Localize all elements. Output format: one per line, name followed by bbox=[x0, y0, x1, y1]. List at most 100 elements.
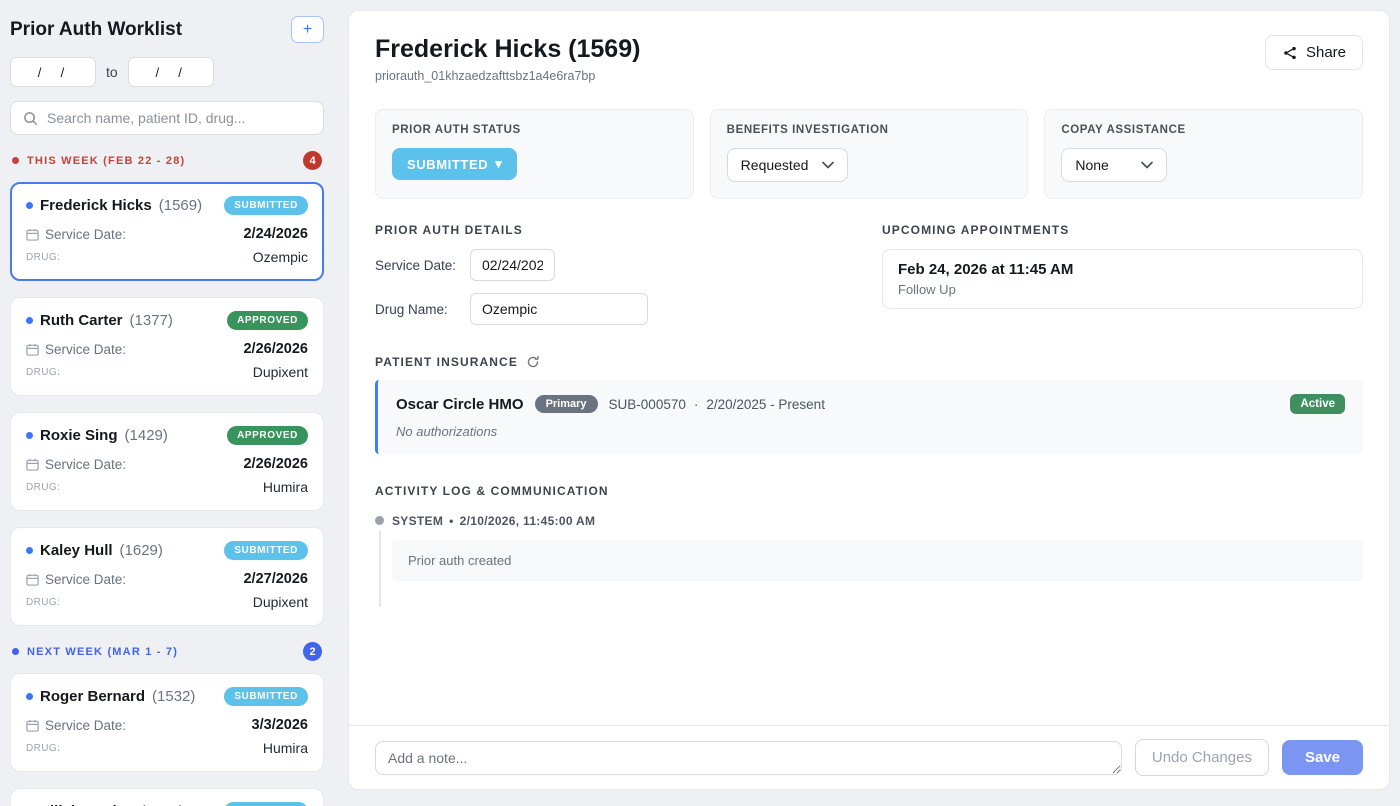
drug-label: DRUG: bbox=[26, 481, 61, 493]
detail-panel: Frederick Hicks (1569) priorauth_01khzae… bbox=[348, 10, 1390, 790]
worklist-title: Prior Auth Worklist bbox=[10, 18, 183, 40]
drug-label: DRUG: bbox=[26, 251, 61, 263]
patient-card-roger-bernard[interactable]: Roger Bernard (1532) SUBMITTED Service D… bbox=[10, 673, 324, 772]
section-count-badge: 4 bbox=[303, 151, 322, 170]
patient-name: Kaley Hull bbox=[40, 542, 113, 559]
calendar-icon bbox=[26, 458, 39, 471]
status-cards-row: PRIOR AUTH STATUS SUBMITTED ▾ BENEFITS I… bbox=[375, 109, 1364, 199]
status-badge: APPROVED bbox=[227, 311, 308, 330]
prior-auth-status-dropdown[interactable]: SUBMITTED ▾ bbox=[392, 148, 518, 180]
benefits-investigation-select[interactable]: Requested bbox=[726, 148, 849, 182]
service-date-value: 2/26/2026 bbox=[243, 456, 308, 472]
share-button-label: Share bbox=[1305, 44, 1346, 61]
appointment-type: Follow Up bbox=[898, 282, 956, 297]
drug-label: DRUG: bbox=[26, 366, 61, 378]
detail-panel-content: Frederick Hicks (1569) priorauth_01khzae… bbox=[349, 11, 1389, 725]
activity-message: Prior auth created bbox=[392, 540, 1363, 581]
patient-dot-icon bbox=[26, 317, 33, 324]
service-date-value: 2/26/2026 bbox=[243, 341, 308, 357]
date-range-to-label: to bbox=[106, 64, 118, 80]
status-badge: SUBMITTED bbox=[224, 802, 308, 806]
upcoming-appointments-heading: UPCOMING APPOINTMENTS bbox=[882, 223, 1070, 237]
status-badge: SUBMITTED bbox=[224, 196, 308, 215]
drug-value: Dupixent bbox=[252, 364, 308, 380]
calendar-icon bbox=[26, 719, 39, 732]
service-date-field-label: Service Date: bbox=[375, 257, 457, 273]
copay-assistance-label: COPAY ASSISTANCE bbox=[1061, 124, 1186, 136]
appointment-datetime: Feb 24, 2026 at 11:45 AM bbox=[898, 261, 1074, 278]
service-date-label: Service Date: bbox=[45, 341, 127, 357]
patient-name: Frederick Hicks bbox=[40, 197, 152, 214]
copay-assistance-value: None bbox=[1075, 157, 1109, 173]
service-date-label: Service Date: bbox=[45, 571, 127, 587]
appointment-card: Feb 24, 2026 at 11:45 AM Follow Up bbox=[882, 249, 1363, 309]
benefits-investigation-card: BENEFITS INVESTIGATION Requested bbox=[709, 109, 1029, 199]
detail-header: Frederick Hicks (1569) priorauth_01khzae… bbox=[375, 35, 1363, 83]
date-from-input[interactable] bbox=[10, 57, 96, 87]
service-date-label: Service Date: bbox=[45, 456, 127, 472]
activity-separator: • bbox=[449, 514, 454, 528]
copay-assistance-select[interactable]: None bbox=[1061, 148, 1168, 182]
page-title: Frederick Hicks (1569) bbox=[375, 35, 641, 63]
drug-name-field[interactable] bbox=[470, 293, 648, 325]
drug-value: Ozempic bbox=[252, 249, 308, 265]
service-date-label: Service Date: bbox=[45, 717, 127, 733]
activity-log-section: ACTIVITY LOG & COMMUNICATION SYSTEM • 2/… bbox=[375, 484, 1363, 607]
search-box[interactable] bbox=[10, 101, 324, 135]
drug-value: Humira bbox=[262, 740, 308, 756]
patient-name: Ruth Carter bbox=[40, 312, 123, 329]
patient-card-kaley-hull[interactable]: Kaley Hull (1629) SUBMITTED Service Date… bbox=[10, 527, 324, 626]
insurance-card: Oscar Circle HMO Primary SUB-000570 · 2/… bbox=[375, 380, 1363, 454]
copay-assistance-card: COPAY ASSISTANCE None bbox=[1044, 109, 1364, 199]
meta-separator: · bbox=[693, 396, 699, 412]
patient-insurance-section: PATIENT INSURANCE Oscar Circle HMO Prima… bbox=[375, 355, 1363, 454]
calendar-icon bbox=[26, 573, 39, 586]
status-badge: APPROVED bbox=[227, 426, 308, 445]
benefits-investigation-label: BENEFITS INVESTIGATION bbox=[726, 124, 889, 136]
calendar-icon bbox=[26, 228, 39, 241]
date-range-filter: to bbox=[10, 57, 324, 87]
benefits-investigation-value: Requested bbox=[740, 157, 809, 173]
caret-down-icon: ▾ bbox=[495, 156, 503, 171]
add-prior-auth-button[interactable]: + bbox=[291, 16, 324, 43]
section-next-week: NEXT WEEK (MAR 1 - 7) 2 bbox=[12, 642, 322, 661]
activity-timestamp: 2/10/2026, 11:45:00 AM bbox=[459, 514, 596, 528]
drug-label: DRUG: bbox=[26, 596, 61, 608]
note-input[interactable] bbox=[375, 740, 1122, 775]
patient-card-elijah-pooley[interactable]: Elijah Pooley (2100) SUBMITTED bbox=[10, 788, 324, 806]
patient-dot-icon bbox=[26, 693, 33, 700]
drug-label: DRUG: bbox=[26, 742, 61, 754]
drug-value: Humira bbox=[262, 479, 308, 495]
patient-id: (1377) bbox=[129, 312, 173, 329]
patient-id: (1569) bbox=[158, 197, 203, 214]
patient-id: (1629) bbox=[119, 542, 163, 559]
patient-card-ruth-carter[interactable]: Ruth Carter (1377) APPROVED Service Date… bbox=[10, 297, 324, 396]
search-input[interactable] bbox=[47, 110, 311, 126]
patient-id: (1532) bbox=[152, 688, 196, 705]
prior-auth-status-label: PRIOR AUTH STATUS bbox=[392, 124, 521, 136]
calendar-icon bbox=[26, 343, 39, 356]
patient-card-frederick-hicks[interactable]: Frederick Hicks (1569) SUBMITTED Service… bbox=[10, 182, 324, 281]
section-this-week: THIS WEEK (FEB 22 - 28) 4 bbox=[12, 151, 322, 170]
prior-auth-status-value: SUBMITTED bbox=[407, 156, 489, 172]
worklist-sidebar: Prior Auth Worklist + to THIS WEEK (FEB … bbox=[0, 0, 346, 806]
search-icon bbox=[23, 111, 38, 126]
section-label: NEXT WEEK (MAR 1 - 7) bbox=[27, 645, 179, 658]
patient-id: (1429) bbox=[124, 427, 168, 444]
drug-value: Dupixent bbox=[252, 594, 308, 610]
refresh-icon[interactable] bbox=[526, 355, 540, 369]
patient-name: Elijah Pooley bbox=[40, 803, 133, 806]
prior-auth-details-section: PRIOR AUTH DETAILS Service Date: Drug Na… bbox=[375, 223, 856, 325]
insurance-plan-name: Oscar Circle HMO bbox=[396, 395, 524, 413]
service-date-field[interactable] bbox=[470, 249, 555, 281]
date-to-input[interactable] bbox=[127, 57, 214, 87]
save-button[interactable]: Save bbox=[1281, 740, 1363, 775]
share-button[interactable]: Share bbox=[1264, 35, 1363, 70]
undo-changes-button[interactable]: Undo Changes bbox=[1134, 739, 1269, 776]
activity-author: SYSTEM bbox=[392, 514, 444, 528]
service-date-value: 2/24/2026 bbox=[243, 226, 308, 242]
activity-log-entry: SYSTEM • 2/10/2026, 11:45:00 AM Prior au… bbox=[375, 514, 1363, 607]
patient-dot-icon bbox=[26, 547, 33, 554]
prior-auth-status-card: PRIOR AUTH STATUS SUBMITTED ▾ bbox=[375, 109, 694, 199]
patient-card-roxie-sing[interactable]: Roxie Sing (1429) APPROVED Service Date:… bbox=[10, 412, 324, 511]
